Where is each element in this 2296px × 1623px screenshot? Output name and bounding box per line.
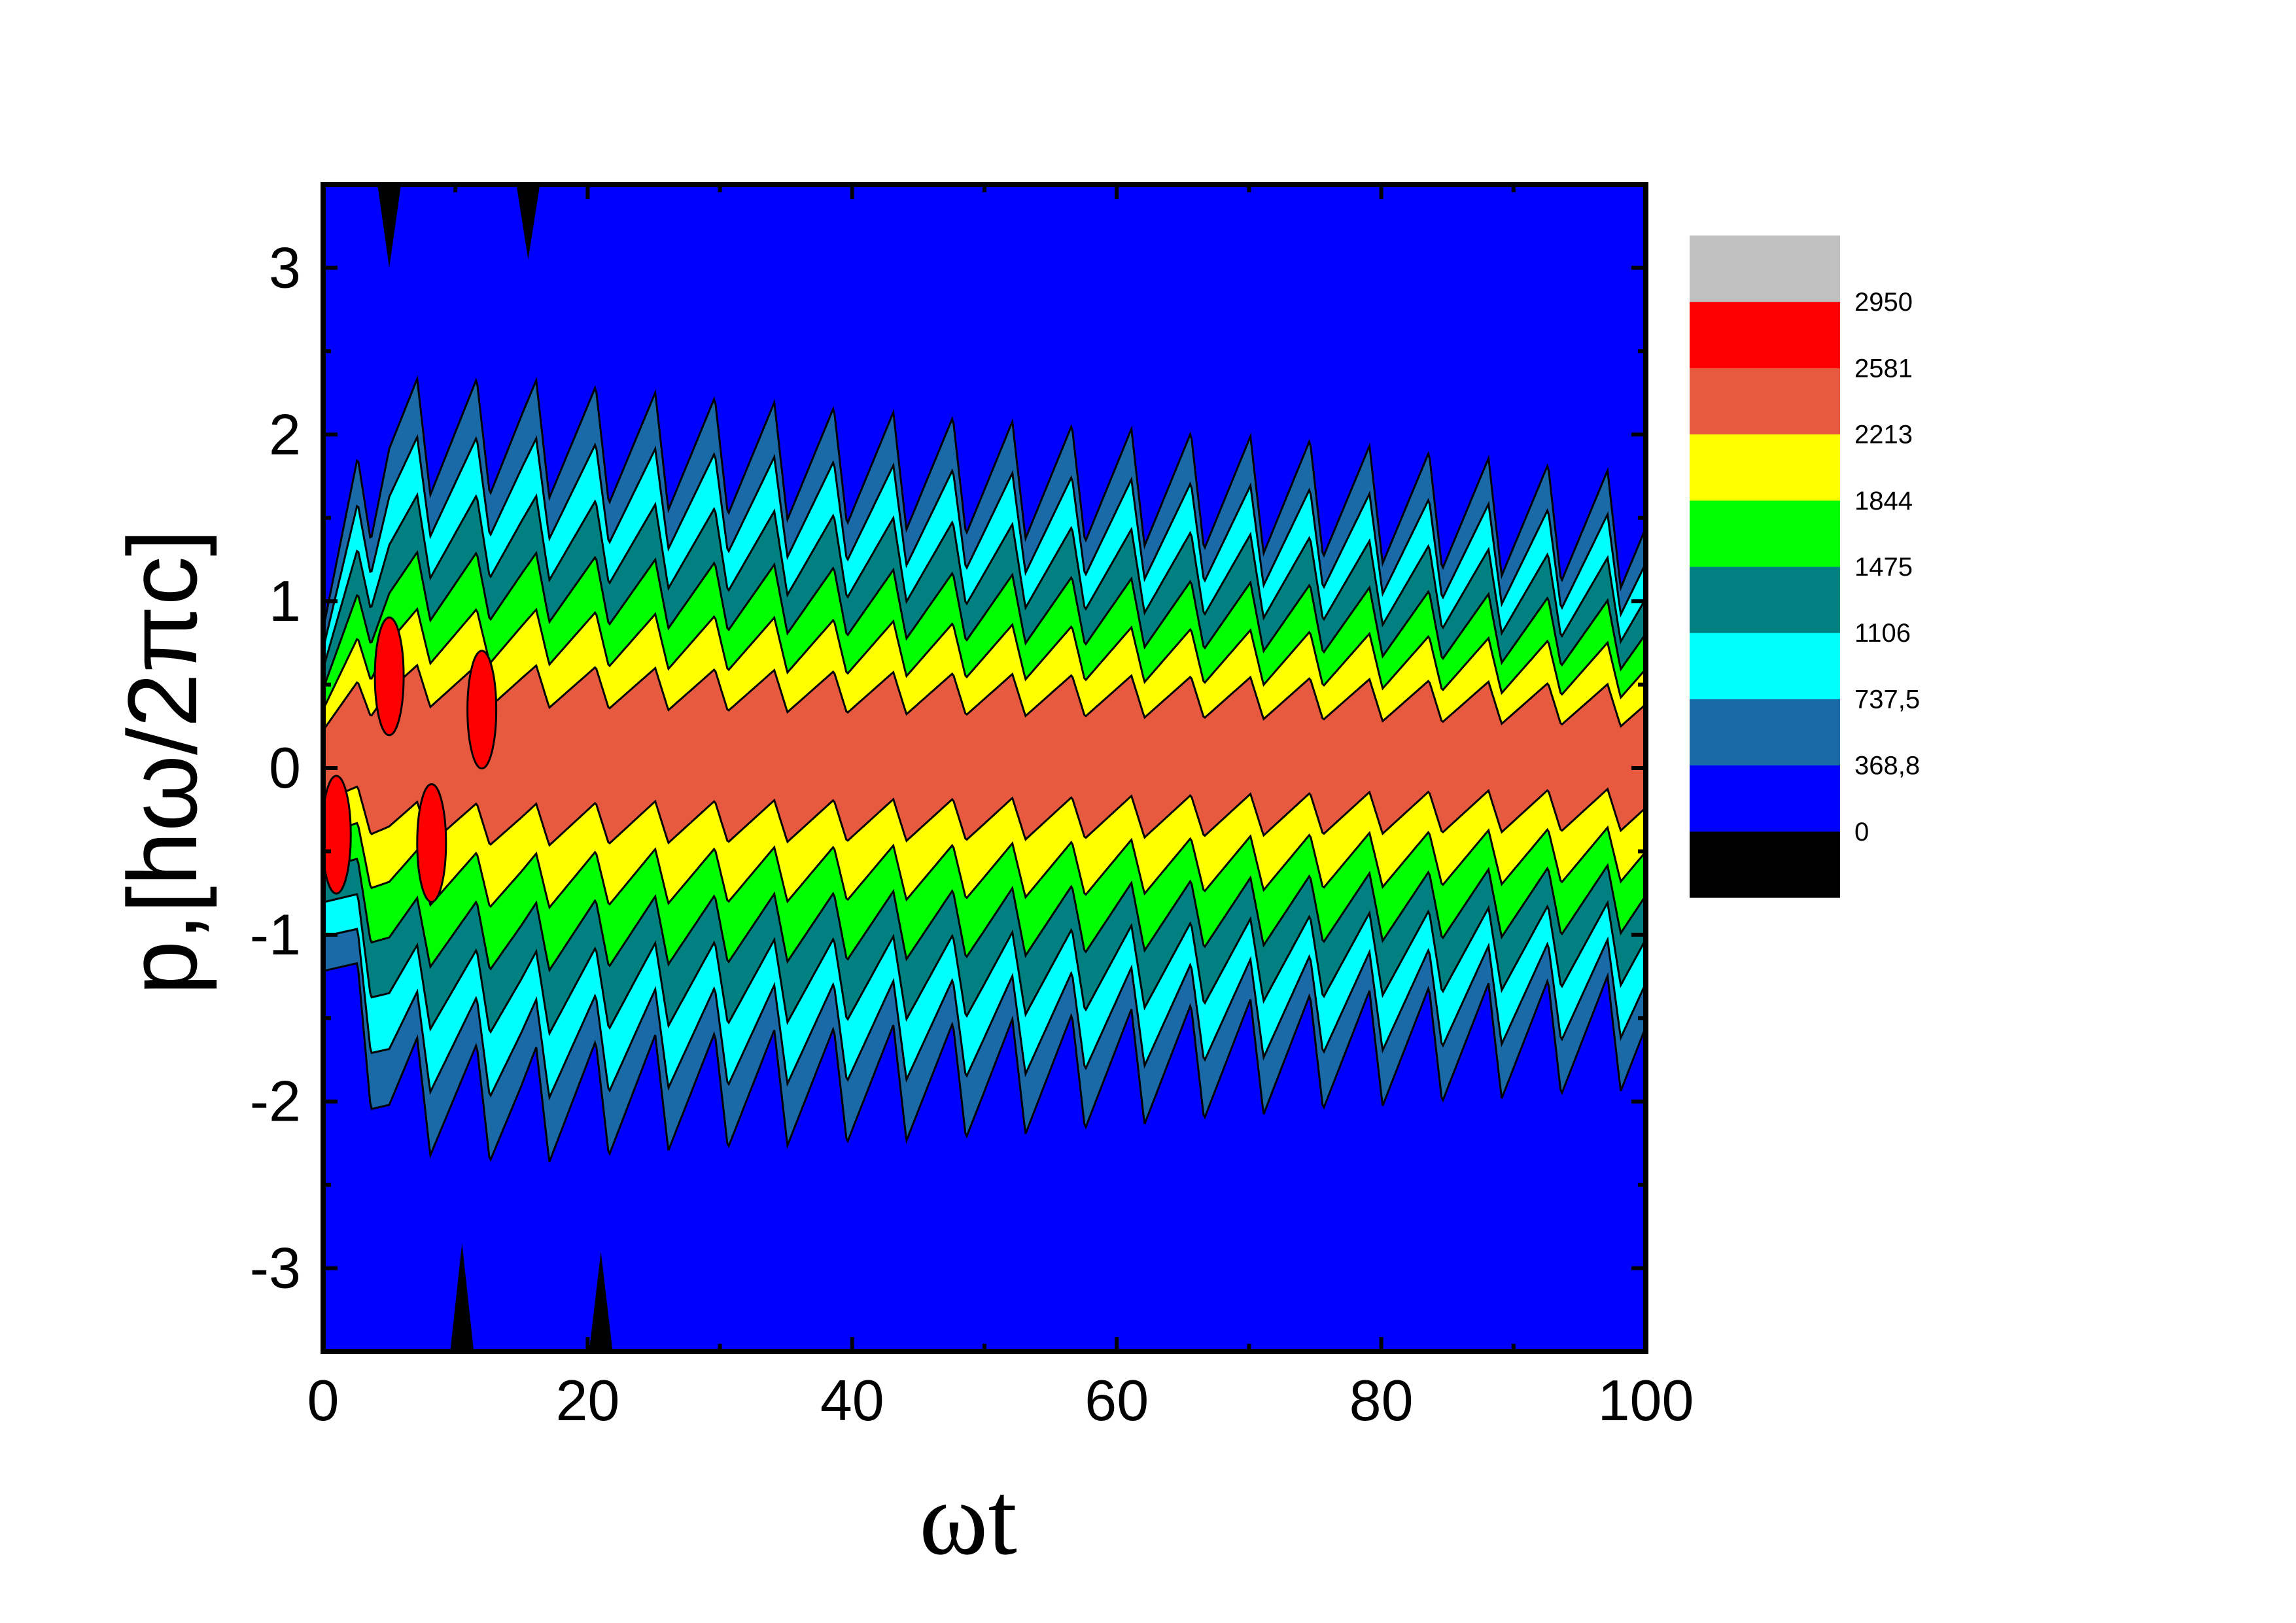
x-axis-ticks: 0 20 40 60 80 100 [307,184,1694,1433]
speck-3 [450,1243,474,1352]
y-axis-ticks: -3 -2 -1 0 1 2 3 [250,183,1646,1353]
colorbar-level-label: 2213 [1854,421,1913,449]
colorbar-swatch-9 [1690,236,1840,302]
colorbar-swatch-4 [1690,567,1840,633]
plot-area [321,182,1648,1354]
colorbar-swatch-8 [1690,302,1840,368]
colorbar-level-label: 737,5 [1854,685,1920,714]
x-axis-title: ωt [919,1460,1017,1577]
speck-1 [377,184,402,268]
y-axis-title: p,[hω/2πc] [107,529,217,996]
colorbar: 0 368,8 737,5 1106 1475 1844 2213 2581 2950 [1690,236,1920,898]
y-tick-label: 3 [269,235,301,300]
colorbar-swatch-2 [1690,699,1840,766]
x-tick-label: 60 [1085,1368,1149,1433]
peak-region-1 [374,616,405,737]
x-tick-label: 20 [555,1368,619,1433]
colorbar-swatch-6 [1690,434,1840,501]
y-tick-label: 2 [269,402,301,466]
colorbar-swatch-5 [1690,500,1840,567]
colorbar-level-label: 368,8 [1854,752,1920,780]
colorbar-swatch-7 [1690,368,1840,435]
x-tick-label: 40 [820,1368,884,1433]
colorbar-level-label: 1106 [1854,619,1911,648]
peak-region-2 [416,783,447,903]
colorbar-swatch-0 [1690,831,1840,898]
colorbar-level-label: 0 [1854,818,1869,846]
peak-region-3 [323,775,352,895]
x-tick-label: 80 [1349,1368,1414,1433]
y-tick-label: 0 [269,735,301,800]
speck-2 [516,184,540,260]
contour-bands [323,375,1646,1162]
y-tick-label: -2 [250,1069,301,1134]
y-tick-label: 1 [269,568,301,633]
x-tick-label: 0 [307,1368,339,1433]
y-tick-label: -1 [250,902,301,967]
speck-4 [589,1251,613,1352]
colorbar-swatch-1 [1690,765,1840,832]
colorbar-level-label: 1844 [1854,487,1913,515]
colorbar-level-label: 2581 [1854,354,1913,383]
colorbar-level-label: 1475 [1854,553,1913,582]
y-tick-label: -3 [250,1236,301,1300]
colorbar-level-label: 2950 [1854,288,1913,317]
peak-region-4 [466,650,498,770]
low-density-specks [377,184,613,1352]
x-tick-label: 100 [1598,1368,1694,1433]
contour-band-1 [323,663,1646,847]
colorbar-swatch-3 [1690,633,1840,699]
